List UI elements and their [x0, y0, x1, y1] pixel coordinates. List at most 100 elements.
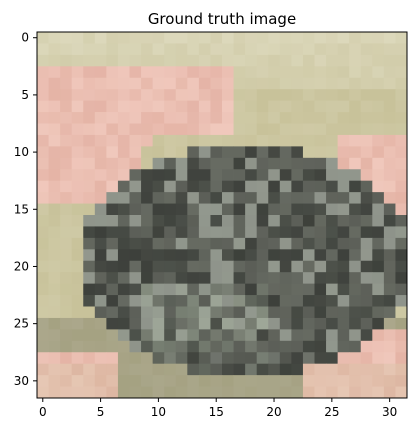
image-pixel [106, 260, 119, 273]
image-pixel [152, 363, 165, 376]
image-pixel [395, 317, 408, 330]
image-pixel [360, 192, 373, 204]
image-pixel [129, 77, 142, 90]
image-pixel [187, 317, 200, 330]
image-pixel [129, 146, 142, 159]
image-pixel [187, 352, 200, 365]
image-pixel [152, 272, 165, 285]
image-pixel [314, 375, 327, 387]
x-tick-label: 20 [266, 405, 281, 419]
image-pixel [83, 226, 96, 239]
image-pixel [302, 123, 315, 136]
image-pixel [83, 329, 96, 342]
image-pixel [94, 375, 107, 387]
image-pixel [37, 295, 49, 307]
image-pixel [349, 375, 362, 387]
image-pixel [233, 352, 246, 365]
image-pixel [279, 237, 292, 250]
image-pixel [360, 169, 373, 182]
image-pixel [233, 77, 246, 90]
image-pixel [222, 43, 234, 56]
image-pixel [198, 203, 211, 216]
image-pixel [337, 363, 350, 376]
image-pixel [326, 157, 339, 170]
image-pixel [175, 317, 188, 330]
image-pixel [210, 180, 223, 193]
image-pixel [349, 100, 362, 113]
image-pixel [222, 134, 234, 147]
image-pixel [71, 112, 84, 124]
image-pixel [198, 375, 211, 387]
image-pixel [117, 157, 130, 170]
image-pixel [383, 203, 396, 216]
image-pixel [279, 146, 292, 159]
image-pixel [337, 249, 350, 262]
image-pixel [360, 146, 373, 159]
image-pixel [117, 32, 130, 44]
image-pixel [37, 283, 49, 296]
image-pixel [349, 352, 362, 365]
image-pixel [106, 363, 119, 376]
image-pixel [349, 32, 362, 44]
image-pixel [48, 317, 61, 330]
image-pixel [198, 112, 211, 124]
image-pixel [60, 363, 73, 376]
image-pixel [152, 112, 165, 124]
image-pixel [326, 272, 339, 285]
image-pixel [314, 192, 327, 204]
image-pixel [141, 226, 154, 239]
image-pixel [106, 203, 119, 216]
image-pixel [302, 89, 315, 102]
image-pixel [360, 249, 373, 262]
image-pixel [48, 249, 61, 262]
image-pixel [326, 226, 339, 239]
image-pixel [198, 146, 211, 159]
image-pixel [198, 363, 211, 376]
image-pixel [268, 43, 281, 56]
image-pixel [395, 249, 408, 262]
image-pixel [360, 386, 373, 399]
image-pixel [71, 363, 84, 376]
image-pixel [372, 203, 385, 216]
image-pixel [48, 260, 61, 273]
image-pixel [337, 317, 350, 330]
image-pixel [37, 260, 49, 273]
image-pixel [372, 100, 385, 113]
image-pixel [245, 375, 258, 387]
image-pixel [71, 306, 84, 319]
image-pixel [291, 54, 304, 67]
image-pixel [291, 272, 304, 285]
image-pixel [187, 54, 200, 67]
image-pixel [360, 283, 373, 296]
image-pixel [233, 54, 246, 67]
image-pixel [279, 283, 292, 296]
image-pixel [360, 66, 373, 79]
image-pixel [337, 237, 350, 250]
image-pixel [187, 112, 200, 124]
image-pixel [314, 249, 327, 262]
image-pixel [37, 226, 49, 239]
image-pixel [302, 43, 315, 56]
image-pixel [256, 352, 269, 365]
image-pixel [256, 363, 269, 376]
image-pixel [164, 112, 177, 124]
image-pixel [141, 295, 154, 307]
image-pixel [360, 272, 373, 285]
image-pixel [129, 237, 142, 250]
image-pixel [337, 89, 350, 102]
image-pixel [152, 295, 165, 307]
image-pixel [326, 89, 339, 102]
image-pixel [129, 100, 142, 113]
image-pixel [337, 329, 350, 342]
image-pixel [245, 203, 258, 216]
image-pixel [198, 123, 211, 136]
image-pixel [268, 283, 281, 296]
image-pixel [71, 134, 84, 147]
image-pixel [117, 375, 130, 387]
image-pixel [60, 134, 73, 147]
image-pixel [83, 32, 96, 44]
image-pixel [360, 203, 373, 216]
pixel-image [37, 32, 408, 399]
image-pixel [210, 157, 223, 170]
image-pixel [268, 306, 281, 319]
